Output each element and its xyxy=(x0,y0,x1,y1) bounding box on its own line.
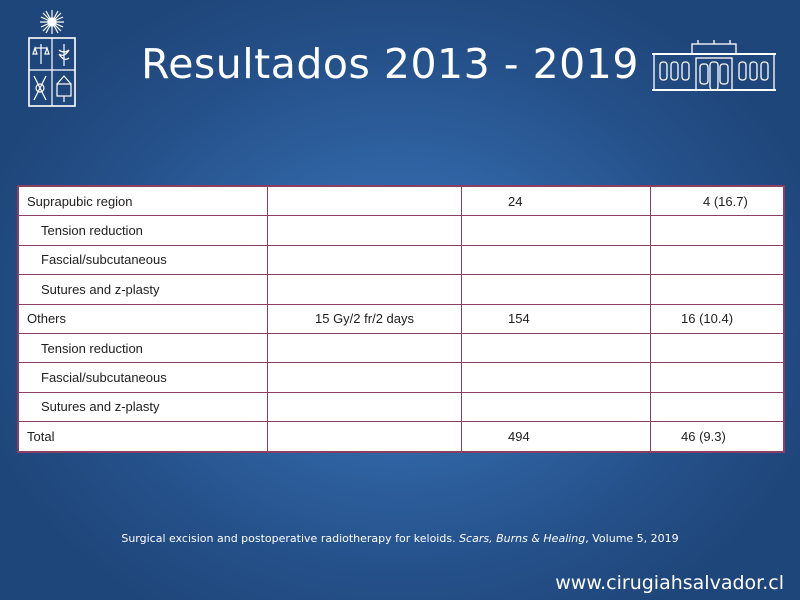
row-label: Total xyxy=(18,421,268,452)
table-row: Fascial/subcutaneous xyxy=(18,244,784,276)
row-dose xyxy=(267,391,462,423)
row-n: 494 xyxy=(461,421,651,452)
row-label: Others xyxy=(18,303,268,334)
row-result: 46 (9.3) xyxy=(681,428,726,444)
row-n xyxy=(461,244,651,276)
row-label: Tension reduction xyxy=(18,215,268,246)
row-dose xyxy=(267,274,462,305)
slide-title: Resultados 2013 - 2019 xyxy=(141,40,639,88)
table-row: Suprapubic region 24 4 (16.7) xyxy=(18,185,784,217)
row-dose: 15 Gy/2 fr/2 days xyxy=(267,303,462,334)
citation-journal: Scars, Burns & Healing xyxy=(459,532,586,545)
university-crest-icon xyxy=(28,10,76,107)
row-n xyxy=(461,391,651,423)
building-icon xyxy=(652,40,776,91)
row-n xyxy=(461,362,651,393)
table-row: Fascial/subcutaneous xyxy=(18,362,784,393)
website-url: www.cirugiahsalvador.cl xyxy=(555,572,784,594)
row-result: 4 (16.7) xyxy=(703,193,748,209)
row-label: Fascial/subcutaneous xyxy=(18,362,268,393)
citation-volume: , Volume 5, 2019 xyxy=(585,532,679,545)
table-row: Total 494 46 (9.3) xyxy=(18,421,784,452)
row-label: Suprapubic region xyxy=(18,185,268,217)
row-n: 24 xyxy=(461,185,651,217)
citation: Surgical excision and postoperative radi… xyxy=(0,532,800,545)
table-row: Sutures and z-plasty xyxy=(18,391,784,423)
row-dose xyxy=(267,362,462,393)
row-dose xyxy=(267,215,462,246)
citation-text: Surgical excision and postoperative radi… xyxy=(121,532,460,545)
row-label: Fascial/subcutaneous xyxy=(18,244,268,276)
row-n xyxy=(461,274,651,305)
table-row: Sutures and z-plasty xyxy=(18,274,784,305)
row-result: 16 (10.4) xyxy=(681,311,734,327)
table-row: Tension reduction xyxy=(18,215,784,246)
row-dose xyxy=(267,185,462,217)
row-label: Sutures and z-plasty xyxy=(18,274,268,305)
table-row: Others 15 Gy/2 fr/2 days 154 16 (10.4) xyxy=(18,303,784,334)
row-n xyxy=(461,215,651,246)
row-n xyxy=(461,332,651,364)
table-row: Tension reduction xyxy=(18,332,784,364)
row-dose xyxy=(267,332,462,364)
row-dose xyxy=(267,244,462,276)
row-label: Tension reduction xyxy=(18,332,268,364)
row-label: Sutures and z-plasty xyxy=(18,391,268,423)
row-n: 154 xyxy=(461,303,651,334)
row-dose xyxy=(267,421,462,452)
results-table: Suprapubic region 24 4 (16.7) Tension re… xyxy=(17,185,785,453)
